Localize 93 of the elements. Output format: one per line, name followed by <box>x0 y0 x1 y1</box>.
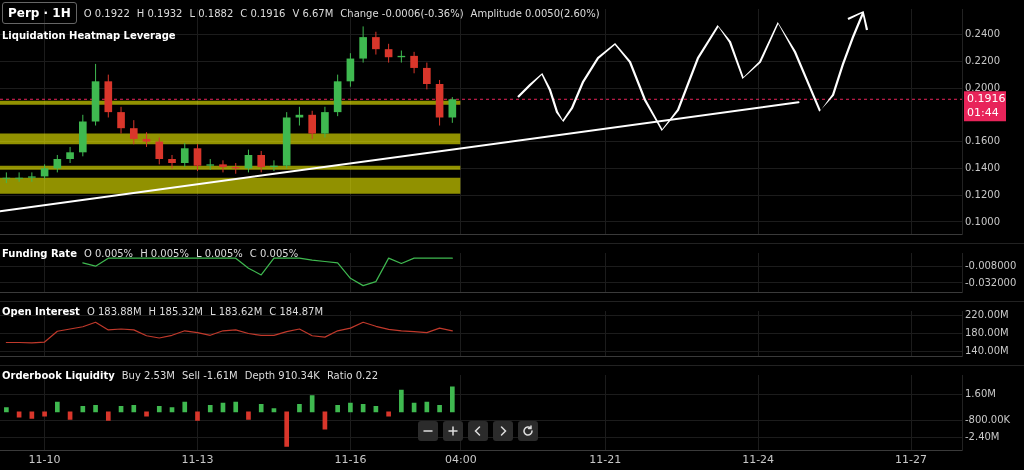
candlestick <box>219 159 227 173</box>
candlestick <box>321 106 329 139</box>
bar <box>399 389 404 413</box>
bar <box>207 404 213 413</box>
y-tick-label: -0.032000 <box>965 276 1017 288</box>
annotation: O 0.005% <box>83 248 134 259</box>
candlestick <box>257 150 266 173</box>
bar <box>93 404 98 413</box>
bar <box>182 401 188 413</box>
x-tick-label: 11-27 <box>895 453 928 467</box>
candlestick <box>410 51 418 74</box>
bar <box>105 411 111 421</box>
annotation: H 185.32M <box>148 306 203 317</box>
annotation: Depth 910.34K <box>244 370 320 381</box>
annotation: L 0.005% <box>195 248 243 259</box>
candlestick <box>117 106 125 135</box>
bar <box>156 406 162 413</box>
bar <box>55 401 60 413</box>
bar <box>29 411 35 419</box>
text: Liquidation Heatmap Leverage <box>2 30 176 41</box>
bar <box>284 411 290 447</box>
annotation: Buy 2.53M <box>121 370 175 381</box>
candlestick <box>372 31 380 56</box>
candlestick <box>193 143 202 172</box>
y-tick-label: 0.1600 <box>965 135 1000 147</box>
bar <box>450 386 455 413</box>
bar <box>437 404 442 413</box>
annotation: C 0.1916 <box>240 7 286 19</box>
bar <box>233 401 239 413</box>
y-tick-label: 0.1200 <box>965 188 1000 200</box>
annotation: V 6.67M <box>292 7 334 19</box>
annotation: Ratio 0.22 <box>326 370 378 381</box>
annotation: L 183.62M <box>209 306 263 317</box>
annotation: H 0.1932 <box>136 7 183 19</box>
bar <box>131 404 137 413</box>
candlestick <box>28 171 36 183</box>
candlestick <box>15 171 23 183</box>
annotation: C 184.87M <box>269 306 324 317</box>
candlestick <box>448 96 457 124</box>
y-tick-label: 0.1000 <box>965 215 1000 227</box>
annotation: H 0.005% <box>140 248 189 259</box>
bar <box>386 411 391 417</box>
chart-title: Orderbook Liquidity <box>2 370 115 381</box>
y-tick-label: 140.00M <box>965 345 1009 357</box>
candlestick <box>384 43 393 64</box>
bar <box>348 402 353 413</box>
y-tick-label: 0.2000 <box>965 81 1000 93</box>
annotation: O 0.1922 <box>83 7 130 19</box>
bar <box>309 395 315 413</box>
x-tick-label: 11-21 <box>589 453 622 467</box>
candlestick <box>168 154 176 169</box>
annotation: L 0.1882 <box>189 7 234 19</box>
bar <box>67 411 73 420</box>
candlestick <box>155 137 164 165</box>
x-tick-label: 11-16 <box>334 453 367 467</box>
candlestick <box>423 62 431 90</box>
y-tick-label: -2.40M <box>965 431 1000 443</box>
bar <box>80 406 86 413</box>
annotation: Amplitude 0.0050(2.60%) <box>470 7 600 19</box>
y-tick-label: 0.1400 <box>965 161 1000 173</box>
chart-title: Open Interest <box>2 306 80 317</box>
bar <box>246 411 251 420</box>
annotation: Change -0.0006(-0.36%) <box>340 7 464 19</box>
bar <box>144 411 149 417</box>
bar <box>335 404 340 413</box>
candlestick <box>66 146 74 164</box>
x-tick-label: 04:00 <box>444 453 477 467</box>
y-tick-label: -800.00K <box>965 414 1011 426</box>
y-tick-label: 1.60M <box>965 388 996 400</box>
bar <box>42 411 47 417</box>
x-tick-label: 11-10 <box>28 453 61 467</box>
bar <box>4 407 9 413</box>
bar <box>195 411 200 421</box>
annotation: Sell -1.61M <box>181 370 238 381</box>
y-tick-label: 180.00M <box>965 327 1009 339</box>
chart-title: Perp · 1H <box>2 2 77 24</box>
bar <box>16 411 22 418</box>
bar <box>258 403 264 413</box>
candlestick <box>359 25 367 64</box>
x-tick-label: 11-24 <box>742 453 775 467</box>
chart-title: Funding Rate <box>2 248 77 259</box>
annotation: C 0.005% <box>249 248 299 259</box>
y-tick-label: 220.00M <box>965 309 1009 321</box>
candlestick <box>180 142 189 168</box>
y-tick-label: 0.2200 <box>965 54 1000 66</box>
annotation: O 183.88M <box>86 306 142 317</box>
candlestick <box>129 119 138 145</box>
candlestick <box>308 110 316 140</box>
ref-line-label: 0.1916 01:44 <box>967 92 1006 120</box>
bar <box>297 403 302 413</box>
y-tick-label: -0.008000 <box>965 260 1017 272</box>
y-tick-label: 0.2400 <box>965 28 1000 40</box>
x-tick-label: 11-13 <box>181 453 214 467</box>
